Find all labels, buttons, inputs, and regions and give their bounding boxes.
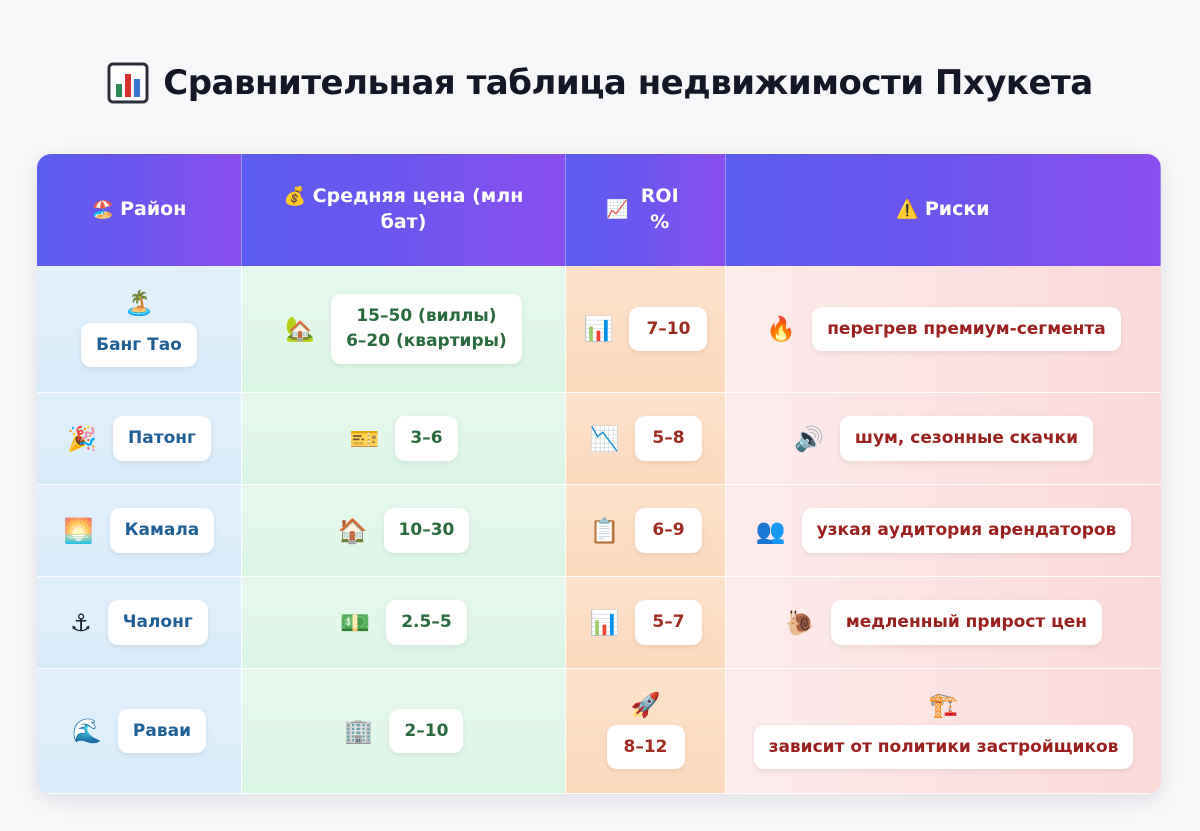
roi-value: 5–7 bbox=[635, 600, 702, 645]
table-row-roi: 📉 5–8 bbox=[566, 393, 726, 485]
money-bag-icon: 💰 bbox=[283, 186, 307, 208]
wave-icon: 🌊 bbox=[72, 717, 102, 745]
table-row-price: 🎫 3–6 bbox=[242, 393, 566, 485]
speaker-icon: 🔊 bbox=[794, 424, 824, 453]
price-value: 2–10 bbox=[389, 708, 464, 754]
bar-chart-icon: 📊 bbox=[589, 608, 620, 637]
page-title: Сравнительная таблица недвижимости Пхуке… bbox=[0, 62, 1200, 104]
price-value: 15–50 (виллы) 6–20 (квартиры) bbox=[331, 294, 522, 364]
roi-value: 7–10 bbox=[629, 306, 708, 352]
page-title-text: Сравнительная таблица недвижимости Пхуке… bbox=[163, 63, 1093, 103]
risk-value: узкая аудитория арендаторов bbox=[801, 508, 1132, 553]
table-row-price: 🏠 10–30 bbox=[242, 485, 566, 577]
table-row-risk: 🐌 медленный прирост цен bbox=[726, 577, 1161, 669]
district-name: Патонг bbox=[113, 416, 211, 461]
table-row-price: 🏢 2–10 bbox=[242, 669, 566, 794]
sunrise-icon: 🌅 bbox=[63, 516, 94, 545]
anchor-icon: ⚓ bbox=[70, 608, 92, 637]
district-name: Камала bbox=[109, 508, 215, 553]
warning-icon: ⚠️ bbox=[896, 198, 919, 220]
header-district: 🏖️ Район bbox=[37, 154, 242, 266]
risk-value: перегрев премиум-сегмента bbox=[812, 306, 1121, 352]
banknote-icon: 💵 bbox=[340, 608, 371, 637]
district-name: Банг Тао bbox=[81, 322, 197, 368]
party-popper-icon: 🎉 bbox=[67, 424, 98, 453]
table-row-district: 🎉 Патонг bbox=[37, 393, 242, 485]
table-row-district: 🏝️ Банг Тао bbox=[37, 266, 242, 393]
table-row-risk: 🔊 шум, сезонные скачки bbox=[726, 393, 1161, 485]
table-row-risk: 🏗️ зависит от политики застройщиков bbox=[726, 669, 1161, 794]
roi-value: 8–12 bbox=[606, 724, 685, 770]
office-building-icon: 🏢 bbox=[343, 717, 374, 745]
header-risks: ⚠️ Риски bbox=[726, 154, 1161, 266]
header-risks-label: Риски bbox=[924, 198, 990, 221]
table-row-risk: 🔥 перегрев премиум-сегмента bbox=[726, 266, 1161, 393]
beach-icon: 🏖️ bbox=[91, 198, 115, 220]
header-roi: 📈 ROI % bbox=[566, 154, 726, 266]
risk-value: шум, сезонные скачки bbox=[839, 416, 1093, 461]
table-row-roi: 📋 6–9 bbox=[566, 485, 726, 577]
table-row-price: 🏡 15–50 (виллы) 6–20 (квартиры) bbox=[242, 266, 566, 393]
fire-icon: 🔥 bbox=[766, 315, 797, 343]
people-icon: 👥 bbox=[755, 516, 786, 545]
ticket-icon: 🎫 bbox=[349, 424, 380, 453]
roi-value: 5–8 bbox=[635, 416, 702, 461]
rocket-icon: 🚀 bbox=[630, 690, 661, 719]
clipboard-icon: 📋 bbox=[589, 516, 620, 545]
bar-chart-icon bbox=[107, 62, 149, 104]
house-icon: 🏠 bbox=[337, 516, 368, 545]
header-district-label: Район bbox=[120, 198, 187, 221]
risk-value: медленный прирост цен bbox=[830, 600, 1103, 645]
price-value: 2.5–5 bbox=[386, 600, 467, 645]
table-row-district: 🌊 Раваи bbox=[37, 669, 242, 794]
construction-crane-icon: 🏗️ bbox=[928, 690, 959, 719]
roi-value: 6–9 bbox=[635, 508, 702, 553]
price-value: 10–30 bbox=[383, 508, 470, 553]
island-icon: 🏝️ bbox=[124, 288, 154, 317]
snail-icon: 🐌 bbox=[784, 608, 815, 637]
house-garden-icon: 🏡 bbox=[285, 315, 316, 343]
table-row-risk: 👥 узкая аудитория арендаторов bbox=[726, 485, 1161, 577]
table-row-district: 🌅 Камала bbox=[37, 485, 242, 577]
header-price-label: 💰 Средняя цена (млн бат) bbox=[283, 185, 524, 233]
table-row-roi: 🚀 8–12 bbox=[566, 669, 726, 794]
header-price: 💰 Средняя цена (млн бат) bbox=[242, 154, 566, 266]
price-value: 3–6 bbox=[395, 416, 458, 461]
chart-decreasing-icon: 📉 bbox=[589, 424, 620, 453]
table-row-price: 💵 2.5–5 bbox=[242, 577, 566, 669]
chart-increasing-icon: 📈 bbox=[606, 198, 629, 220]
district-name: Раваи bbox=[117, 708, 206, 754]
table-row-roi: 📊 7–10 bbox=[566, 266, 726, 393]
table-row-district: ⚓ Чалонг bbox=[37, 577, 242, 669]
bar-chart-icon: 📊 bbox=[583, 315, 614, 343]
table-row-roi: 📊 5–7 bbox=[566, 577, 726, 669]
comparison-table: 🏖️ Район 💰 Средняя цена (млн бат) 📈 ROI … bbox=[37, 154, 1161, 794]
district-name: Чалонг bbox=[107, 600, 208, 645]
risk-value: зависит от политики застройщиков bbox=[753, 724, 1134, 770]
header-roi-label: ROI % bbox=[640, 185, 679, 233]
